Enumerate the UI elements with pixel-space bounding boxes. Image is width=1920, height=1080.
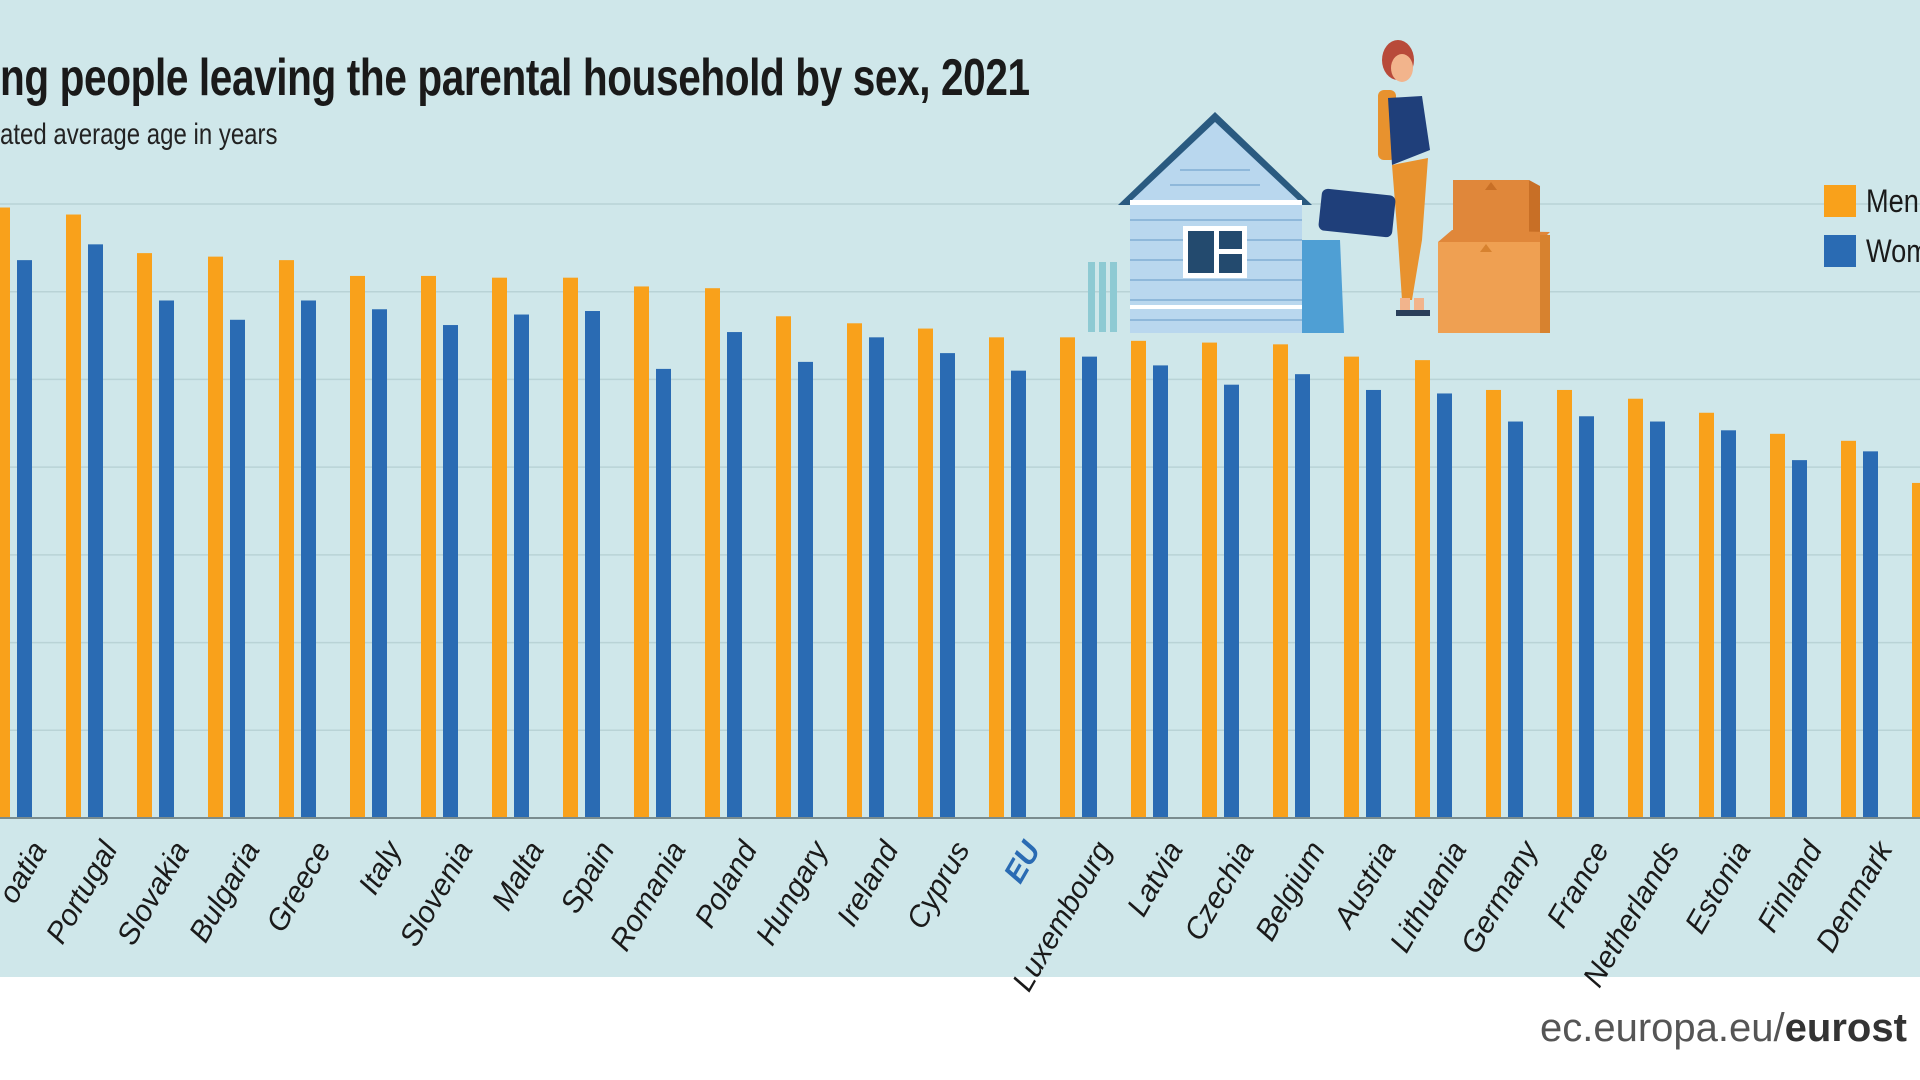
- bar-men-france: [1557, 389, 1572, 818]
- bar-men-finland: [1770, 433, 1785, 818]
- bar-women-portugal: [88, 244, 103, 818]
- bar-women-poland: [727, 332, 742, 818]
- bars: [0, 207, 1920, 819]
- bar-men-greece: [279, 260, 294, 818]
- bar-women-czechia: [1224, 384, 1239, 818]
- bar-men-malta: [492, 277, 507, 818]
- bar-women-eu: [1011, 370, 1026, 818]
- bar-women-slovenia: [443, 325, 458, 818]
- bar-men-bulgaria: [208, 256, 223, 819]
- bar-women-malta: [514, 314, 529, 818]
- bar-men-slovenia: [421, 275, 436, 818]
- bar-men-hungary: [776, 316, 791, 818]
- bar-men-luxembourg: [1060, 337, 1075, 818]
- bar-men-netherlands: [1628, 398, 1643, 818]
- legend-label-men: Men: [1866, 182, 1919, 219]
- chart-subtitle: ated average age in years: [0, 118, 278, 151]
- bar-men-oatia: [0, 207, 10, 819]
- legend-label-women: Wom: [1866, 232, 1920, 269]
- source-footer: ec.europa.eu/eurost: [1540, 1006, 1907, 1051]
- bar-women-greece: [301, 300, 316, 818]
- footer-brand: eurost: [1784, 1006, 1907, 1050]
- bar-men-romania: [634, 286, 649, 818]
- gridlines: [0, 203, 1920, 732]
- bar-men-ireland: [847, 323, 862, 818]
- bar-women-romania: [656, 368, 671, 818]
- bar-women-belgium: [1295, 374, 1310, 818]
- bar-men-poland: [705, 288, 720, 819]
- bar-men-lithuania: [1415, 360, 1430, 818]
- bar-women-denmark: [1863, 451, 1878, 818]
- bar-men-austria: [1344, 356, 1359, 818]
- legend-swatch-men: [1824, 185, 1856, 217]
- bar-men-belgium: [1273, 344, 1288, 818]
- bar-men-swe: [1912, 482, 1920, 818]
- plot-background: [0, 0, 1920, 977]
- woman-leaving-house-icon: [1088, 40, 1550, 333]
- bar-men-germany: [1486, 389, 1501, 818]
- bar-men-cyprus: [918, 328, 933, 818]
- bar-men-eu: [989, 337, 1004, 818]
- bar-men-portugal: [66, 214, 81, 819]
- bar-men-spain: [563, 277, 578, 818]
- bar-women-slovakia: [159, 300, 174, 818]
- bar-women-latvia: [1153, 365, 1168, 818]
- bar-women-luxembourg: [1082, 356, 1097, 818]
- bar-women-cyprus: [940, 353, 955, 818]
- bar-women-hungary: [798, 361, 813, 818]
- bar-women-austria: [1366, 389, 1381, 818]
- bar-men-estonia: [1699, 412, 1714, 818]
- legend-swatch-women: [1824, 235, 1856, 267]
- bar-women-ireland: [869, 337, 884, 818]
- bar-women-bulgaria: [230, 319, 245, 818]
- bar-women-france: [1579, 416, 1594, 818]
- footer-domain: ec.europa.eu/: [1540, 1006, 1785, 1050]
- bar-women-finland: [1792, 460, 1807, 818]
- bar-men-italy: [350, 275, 365, 818]
- bar-women-lithuania: [1437, 393, 1452, 818]
- bar-women-estonia: [1721, 430, 1736, 818]
- bar-men-slovakia: [137, 253, 152, 818]
- bar-men-czechia: [1202, 342, 1217, 818]
- bar-men-denmark: [1841, 440, 1856, 818]
- bar-women-spain: [585, 311, 600, 818]
- chart-title: ng people leaving the parental household…: [0, 49, 1030, 107]
- legend-item-men: Men: [1824, 182, 1920, 219]
- bar-chart: [0, 203, 1920, 819]
- bar-women-netherlands: [1650, 421, 1665, 818]
- legend-item-women: Wom: [1824, 232, 1920, 269]
- bar-women-germany: [1508, 421, 1523, 818]
- bar-women-oatia: [17, 260, 32, 818]
- bar-men-latvia: [1131, 340, 1146, 818]
- bar-women-italy: [372, 309, 387, 818]
